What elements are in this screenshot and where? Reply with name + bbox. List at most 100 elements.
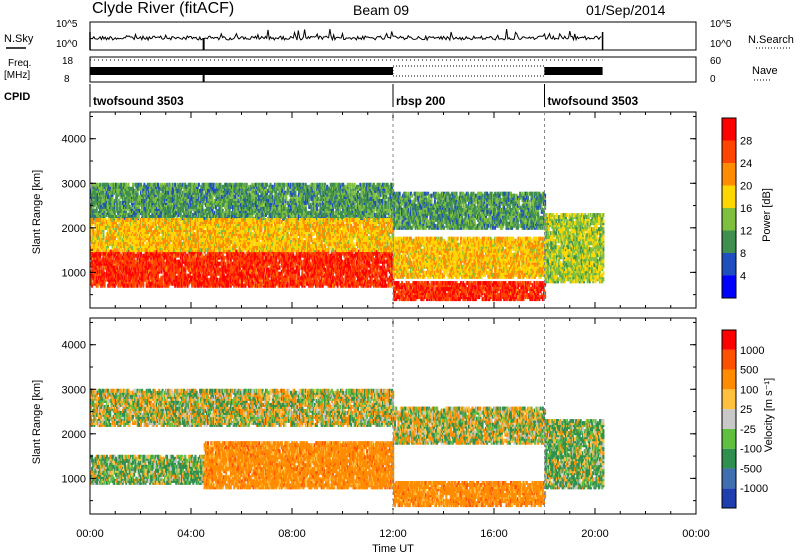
data-cell: [313, 186, 316, 191]
data-cell: [290, 212, 292, 217]
data-cell: [93, 253, 96, 258]
data-cell: [324, 190, 327, 195]
data-cell: [325, 204, 328, 209]
data-cell: [171, 186, 174, 191]
data-cell: [338, 182, 341, 187]
data-cell: [236, 186, 239, 191]
data-cell: [301, 202, 304, 207]
data-cell: [108, 273, 111, 278]
data-cell: [227, 283, 230, 288]
data-cell: [241, 210, 244, 215]
data-cell: [240, 182, 242, 187]
data-cell: [290, 190, 292, 195]
data-cell: [308, 198, 311, 203]
data-cell: [221, 208, 224, 213]
data-cell: [100, 190, 103, 195]
data-cell: [357, 202, 359, 207]
data-cell: [387, 184, 390, 189]
data-cell: [157, 182, 159, 187]
data-cell: [322, 182, 325, 187]
data-cell: [211, 194, 214, 199]
data-cell: [119, 182, 122, 187]
data-cell: [107, 255, 109, 260]
data-cell: [379, 198, 382, 203]
data-cell: [238, 182, 241, 187]
data-cell: [146, 186, 149, 191]
data-cell: [354, 190, 357, 195]
data-cell: [155, 216, 158, 221]
data-cell: [195, 194, 198, 199]
data-cell: [378, 208, 381, 213]
data-cell: [357, 184, 359, 189]
data-cell: [105, 202, 108, 207]
data-cell: [308, 194, 311, 199]
data-cell: [105, 212, 108, 217]
data-cell: [265, 202, 267, 207]
data-cell: [116, 182, 119, 187]
data-cell: [312, 184, 315, 189]
data-cell: [187, 182, 190, 187]
data-cell: [109, 269, 112, 274]
data-cell: [265, 208, 267, 213]
data-cell: [165, 196, 167, 201]
data-cell: [182, 190, 184, 195]
data-cell: [312, 198, 315, 203]
data-cell: [165, 206, 167, 211]
data-cell: [99, 253, 102, 258]
data-cell: [125, 200, 128, 205]
data-cell: [318, 182, 321, 187]
data-cell: [193, 186, 196, 191]
data-cell: [180, 196, 183, 201]
data-cell: [116, 188, 119, 193]
freq-trace: [90, 59, 603, 82]
data-cell: [102, 208, 105, 213]
data-cell: [302, 214, 305, 219]
data-cell: [226, 212, 229, 217]
data-cell: [147, 200, 150, 205]
data-cell: [232, 186, 234, 191]
data-cell: [383, 190, 386, 195]
data-cell: [304, 198, 307, 203]
data-cell: [228, 182, 231, 187]
data-cell: [319, 186, 322, 191]
data-cell: [135, 194, 138, 199]
data-cell: [269, 186, 272, 191]
data-cell: [174, 210, 177, 215]
data-cell: [100, 259, 103, 264]
data-cell: [159, 182, 162, 187]
data-cell: [194, 194, 197, 199]
data-cell: [210, 194, 213, 199]
data-cell: [329, 194, 332, 199]
data-cell: [105, 249, 108, 254]
data-cell: [124, 196, 127, 201]
data-cell: [313, 204, 316, 209]
data-cell: [205, 186, 208, 191]
data-cell: [102, 216, 105, 221]
data-cell: [134, 182, 137, 187]
data-cell: [246, 184, 249, 189]
data-cell: [334, 194, 337, 199]
data-cell: [307, 194, 309, 199]
data-cell: [191, 186, 194, 191]
data-cell: [361, 188, 364, 193]
data-cell: [347, 206, 350, 211]
data-cell: [155, 206, 158, 211]
data-cell: [130, 194, 133, 199]
data-cell: [185, 194, 188, 199]
data-cell: [170, 204, 173, 209]
data-cell: [95, 198, 98, 203]
data-cell: [320, 214, 323, 219]
data-cell: [93, 267, 96, 272]
data-cell: [154, 194, 157, 199]
data-cell: [136, 194, 139, 199]
data-cell: [324, 186, 327, 191]
data-cell: [375, 206, 378, 211]
data-cell: [155, 196, 158, 201]
data-cell: [304, 194, 307, 199]
data-cell: [225, 188, 228, 193]
data-cell: [133, 204, 136, 209]
data-cell: [251, 182, 254, 187]
data-cell: [162, 184, 165, 189]
data-cell: [292, 208, 295, 213]
data-cell: [387, 196, 390, 201]
